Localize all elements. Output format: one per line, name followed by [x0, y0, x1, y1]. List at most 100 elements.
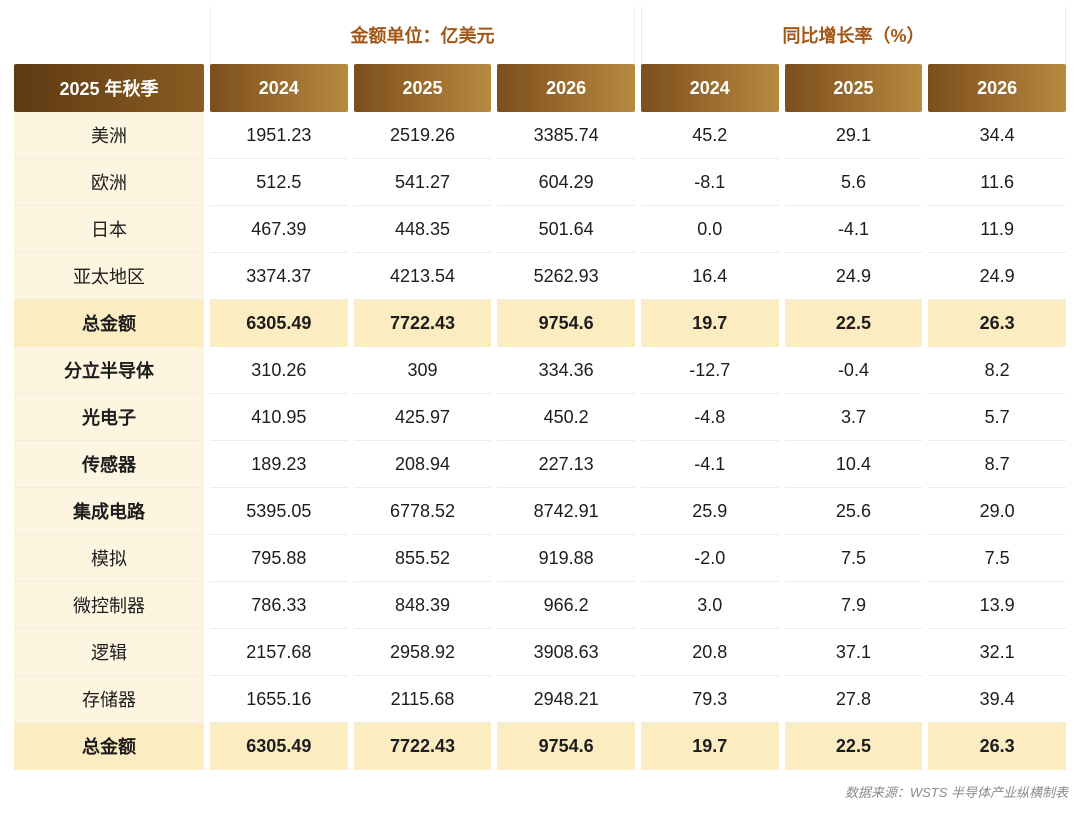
amount-year-2026: 2026: [497, 64, 635, 112]
amount-cell: 9754.6: [497, 300, 635, 347]
row-label: 逻辑: [14, 629, 204, 676]
table-row: 分立半导体 310.26 309 334.36 -12.7 -0.4 8.2: [14, 347, 1066, 394]
amount-cell: 5262.93: [497, 253, 635, 300]
table-row: 美洲 1951.23 2519.26 3385.74 45.2 29.1 34.4: [14, 112, 1066, 159]
amount-cell: 848.39: [353, 582, 492, 629]
growth-cell: -8.1: [640, 159, 779, 206]
amount-cell: 2958.92: [353, 629, 492, 676]
growth-cell: 19.7: [640, 300, 779, 347]
table-row: 逻辑 2157.68 2958.92 3908.63 20.8 37.1 32.1: [14, 629, 1066, 676]
row-label: 欧洲: [14, 159, 204, 206]
growth-cell: 8.2: [928, 347, 1066, 394]
amount-cell: 8742.91: [497, 488, 635, 535]
amount-year-2024: 2024: [210, 64, 348, 112]
growth-cell: 22.5: [784, 300, 923, 347]
growth-cell: 79.3: [640, 676, 779, 723]
growth-cell: 5.7: [928, 394, 1066, 441]
growth-cell: 16.4: [640, 253, 779, 300]
amount-cell: 919.88: [497, 535, 635, 582]
row-label: 集成电路: [14, 488, 204, 535]
table-row: 光电子 410.95 425.97 450.2 -4.8 3.7 5.7: [14, 394, 1066, 441]
amount-cell: 2157.68: [210, 629, 348, 676]
growth-cell: 24.9: [928, 253, 1066, 300]
group-header-row: 金额单位：亿美元 同比增长率（%）: [14, 6, 1066, 64]
amount-cell: 309: [353, 347, 492, 394]
growth-cell: 45.2: [640, 112, 779, 159]
amount-cell: 208.94: [353, 441, 492, 488]
amount-cell: 310.26: [210, 347, 348, 394]
semiconductor-forecast-table: 金额单位：亿美元 同比增长率（%） 2025 年秋季 2024 2025 202…: [8, 6, 1072, 770]
amount-cell: 9754.6: [497, 723, 635, 770]
growth-cell: -4.1: [784, 206, 923, 253]
growth-cell: 24.9: [784, 253, 923, 300]
growth-cell: 26.3: [928, 300, 1066, 347]
growth-cell: 7.5: [784, 535, 923, 582]
amount-cell: 410.95: [210, 394, 348, 441]
amount-year-2025: 2025: [353, 64, 492, 112]
row-label: 总金额: [14, 300, 204, 347]
growth-cell: 39.4: [928, 676, 1066, 723]
amount-cell: 2948.21: [497, 676, 635, 723]
table-row: 欧洲 512.5 541.27 604.29 -8.1 5.6 11.6: [14, 159, 1066, 206]
amount-cell: 1655.16: [210, 676, 348, 723]
amount-cell: 1951.23: [210, 112, 348, 159]
growth-cell: 37.1: [784, 629, 923, 676]
growth-cell: 3.7: [784, 394, 923, 441]
growth-year-2024: 2024: [640, 64, 779, 112]
amount-cell: 512.5: [210, 159, 348, 206]
amount-cell: 189.23: [210, 441, 348, 488]
table-row: 存储器 1655.16 2115.68 2948.21 79.3 27.8 39.4: [14, 676, 1066, 723]
amount-cell: 3385.74: [497, 112, 635, 159]
growth-cell: -4.1: [640, 441, 779, 488]
growth-cell: 10.4: [784, 441, 923, 488]
growth-cell: 25.9: [640, 488, 779, 535]
growth-cell: 29.0: [928, 488, 1066, 535]
amount-cell: 786.33: [210, 582, 348, 629]
amount-cell: 604.29: [497, 159, 635, 206]
growth-rate-header: 同比增长率（%）: [640, 6, 1066, 64]
row-label: 模拟: [14, 535, 204, 582]
amount-cell: 2115.68: [353, 676, 492, 723]
amount-cell: 425.97: [353, 394, 492, 441]
growth-cell: 7.9: [784, 582, 923, 629]
table-row: 亚太地区 3374.37 4213.54 5262.93 16.4 24.9 24.9: [14, 253, 1066, 300]
growth-cell: 3.0: [640, 582, 779, 629]
table-row: 集成电路 5395.05 6778.52 8742.91 25.9 25.6 29.0: [14, 488, 1066, 535]
amount-cell: 7722.43: [353, 723, 492, 770]
amount-cell: 7722.43: [353, 300, 492, 347]
table-row: 日本 467.39 448.35 501.64 0.0 -4.1 11.9: [14, 206, 1066, 253]
row-label: 光电子: [14, 394, 204, 441]
growth-cell: 0.0: [640, 206, 779, 253]
table-row: 模拟 795.88 855.52 919.88 -2.0 7.5 7.5: [14, 535, 1066, 582]
table-body: 美洲 1951.23 2519.26 3385.74 45.2 29.1 34.4 欧洲 512…: [14, 112, 1066, 770]
growth-cell: -4.8: [640, 394, 779, 441]
growth-cell: -2.0: [640, 535, 779, 582]
growth-cell: 26.3: [928, 723, 1066, 770]
amount-unit-header: 金额单位：亿美元: [210, 6, 635, 64]
amount-cell: 4213.54: [353, 253, 492, 300]
growth-cell: -12.7: [640, 347, 779, 394]
growth-cell: 32.1: [928, 629, 1066, 676]
row-label: 美洲: [14, 112, 204, 159]
amount-cell: 501.64: [497, 206, 635, 253]
amount-cell: 5395.05: [210, 488, 348, 535]
growth-cell: 11.6: [928, 159, 1066, 206]
amount-cell: 6305.49: [210, 300, 348, 347]
row-label: 微控制器: [14, 582, 204, 629]
growth-cell: 13.9: [928, 582, 1066, 629]
growth-year-2026: 2026: [928, 64, 1066, 112]
data-source-note: 数据来源：WSTS 半导体产业纵横制表: [844, 785, 1068, 800]
amount-cell: 795.88: [210, 535, 348, 582]
growth-cell: 5.6: [784, 159, 923, 206]
table-row: 传感器 189.23 208.94 227.13 -4.1 10.4 8.7: [14, 441, 1066, 488]
amount-cell: 467.39: [210, 206, 348, 253]
total-row: 总金额 6305.49 7722.43 9754.6 19.7 22.5 26.3: [14, 723, 1066, 770]
growth-cell: 22.5: [784, 723, 923, 770]
empty-corner-cell: [14, 6, 204, 64]
amount-cell: 6778.52: [353, 488, 492, 535]
amount-cell: 541.27: [353, 159, 492, 206]
row-label: 亚太地区: [14, 253, 204, 300]
growth-cell: 34.4: [928, 112, 1066, 159]
growth-cell: 29.1: [784, 112, 923, 159]
